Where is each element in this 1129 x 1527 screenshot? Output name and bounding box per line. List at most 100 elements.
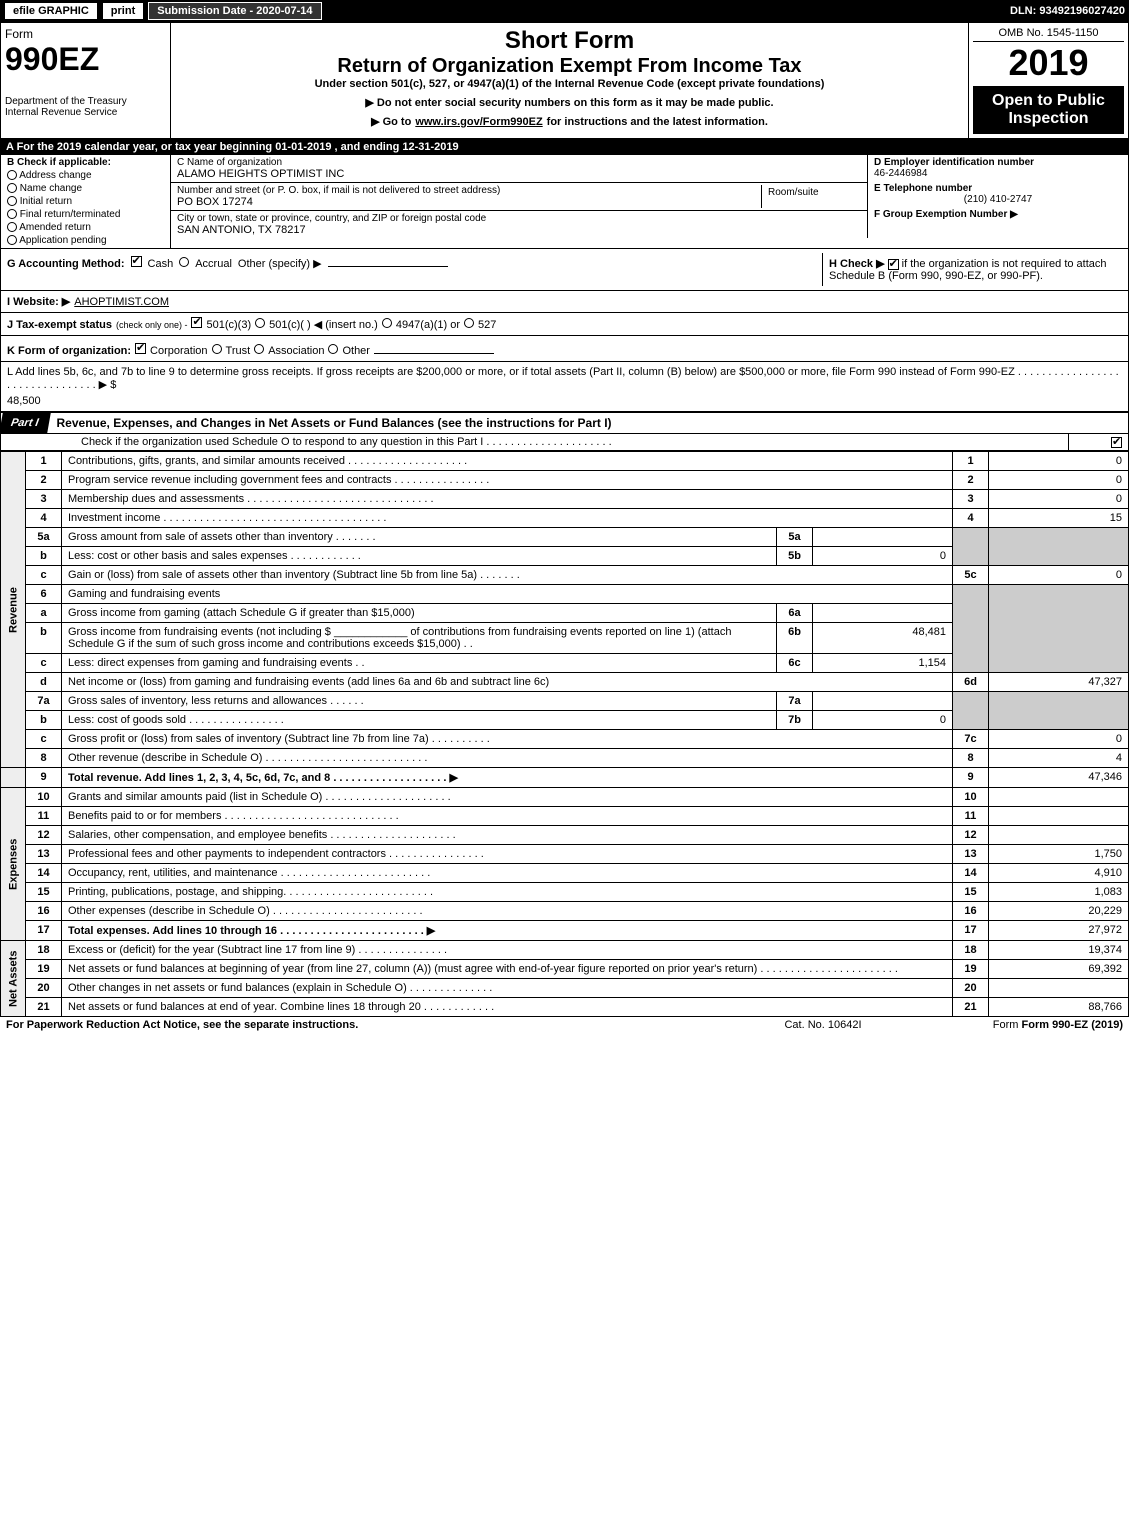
submission-date-label: Submission Date - 2020-07-14 (148, 2, 321, 20)
checkbox-527[interactable] (464, 318, 474, 328)
checkbox-address-change[interactable] (7, 170, 17, 180)
checkbox-cash[interactable] (131, 256, 142, 267)
l6b-text: Gross income from fundraising events (no… (62, 623, 777, 654)
j-label: J Tax-exempt status (7, 319, 112, 331)
checkbox-h[interactable] (888, 259, 899, 270)
l18-num: 18 (26, 941, 62, 960)
l19-text: Net assets or fund balances at beginning… (62, 960, 953, 979)
header-center: Short Form Return of Organization Exempt… (171, 23, 968, 138)
c-addr-value: PO BOX 17274 (177, 196, 761, 208)
l5b-sn: 5b (777, 547, 813, 566)
l5b-sv: 0 (813, 547, 953, 566)
checkbox-part1-scho[interactable] (1111, 437, 1122, 448)
l7c-rn: 7c (953, 730, 989, 749)
l4-text: Investment income . . . . . . . . . . . … (62, 509, 953, 528)
l5ab-shade-val (989, 528, 1129, 566)
checkbox-application-pending[interactable] (7, 235, 17, 245)
header-left: Form 990EZ Department of the Treasury In… (1, 23, 171, 138)
checkbox-accrual[interactable] (179, 257, 189, 267)
part1-tag: Part I (0, 413, 50, 433)
checkbox-other-org[interactable] (328, 344, 338, 354)
checkbox-501c3[interactable] (191, 317, 202, 328)
l14-val: 4,910 (989, 864, 1129, 883)
b-opt-address: Address change (7, 170, 164, 181)
l11-text: Benefits paid to or for members . . . . … (62, 807, 953, 826)
open-to-public: Open to Public Inspection (973, 86, 1124, 134)
l5b-num: b (26, 547, 62, 566)
checkbox-final-return[interactable] (7, 209, 17, 219)
l3-val: 0 (989, 490, 1129, 509)
row-i: I Website: ▶ AHOPTIMIST.COM (0, 291, 1129, 313)
efile-graphic-label: efile GRAPHIC (4, 2, 98, 20)
section-bcd: B Check if applicable: Address change Na… (0, 155, 1129, 249)
l9-rn: 9 (953, 768, 989, 788)
c-city-value: SAN ANTONIO, TX 78217 (177, 224, 861, 236)
l7b-text: Less: cost of goods sold . . . . . . . .… (62, 711, 777, 730)
l7a-sv (813, 692, 953, 711)
l12-val (989, 826, 1129, 845)
c-name-row: C Name of organization ALAMO HEIGHTS OPT… (171, 155, 867, 183)
footer-mid: Cat. No. 10642I (723, 1019, 923, 1031)
checkbox-association[interactable] (254, 344, 264, 354)
room-suite: Room/suite (761, 185, 861, 208)
l17-val: 27,972 (989, 921, 1129, 941)
g-other-input[interactable] (328, 253, 448, 267)
l-text: L Add lines 5b, 6c, and 7b to line 9 to … (7, 366, 1122, 391)
dln-label: DLN: 93492196027420 (1010, 5, 1125, 17)
h-label: H Check ▶ (829, 258, 885, 270)
print-button[interactable]: print (102, 2, 144, 20)
k-other-input[interactable] (374, 340, 494, 354)
l5a-sn: 5a (777, 528, 813, 547)
l11-rn: 11 (953, 807, 989, 826)
l21-rn: 21 (953, 998, 989, 1017)
row-g: G Accounting Method: Cash Accrual Other … (0, 249, 1129, 291)
hint-url-post: for instructions and the latest informat… (547, 116, 768, 128)
l13-val: 1,750 (989, 845, 1129, 864)
l5c-rn: 5c (953, 566, 989, 585)
revenue-vert-label: Revenue (1, 452, 26, 768)
l7c-text: Gross profit or (loss) from sales of inv… (62, 730, 953, 749)
checkbox-4947[interactable] (382, 318, 392, 328)
l21-num: 21 (26, 998, 62, 1017)
l5c-num: c (26, 566, 62, 585)
f-group-label: F Group Exemption Number ▶ (874, 209, 1122, 220)
revenue-vert-ext (1, 768, 26, 788)
part1-title: Revenue, Expenses, and Changes in Net As… (57, 416, 1128, 430)
l7-shade-val (989, 692, 1129, 730)
checkbox-501c[interactable] (255, 318, 265, 328)
irs-link[interactable]: www.irs.gov/Form990EZ (415, 116, 542, 128)
l19-num: 19 (26, 960, 62, 979)
b-opt-pending: Application pending (7, 235, 164, 246)
d-ein-value: 46-2446984 (874, 168, 1122, 179)
row-j: J Tax-exempt status (check only one) - 5… (0, 313, 1129, 336)
l7a-num: 7a (26, 692, 62, 711)
b-opt-initial: Initial return (7, 196, 164, 207)
k-o2: Trust (226, 345, 251, 357)
l11-num: 11 (26, 807, 62, 826)
header-right: OMB No. 1545-1150 2019 Open to Public In… (968, 23, 1128, 138)
checkbox-corporation[interactable] (135, 343, 146, 354)
k-label: K Form of organization: (7, 345, 131, 357)
b-label: B Check if applicable: (7, 157, 164, 168)
l7-shade (953, 692, 989, 730)
l2-num: 2 (26, 471, 62, 490)
expenses-vert-label: Expenses (1, 788, 26, 941)
dept-irs: Internal Revenue Service (5, 107, 166, 118)
l6b-sn: 6b (777, 623, 813, 654)
checkbox-initial-return[interactable] (7, 196, 17, 206)
l13-text: Professional fees and other payments to … (62, 845, 953, 864)
checkbox-name-change[interactable] (7, 183, 17, 193)
c-addr-row: Number and street (or P. O. box, if mail… (171, 183, 867, 211)
checkbox-trust[interactable] (212, 344, 222, 354)
l8-val: 4 (989, 749, 1129, 768)
l19-val: 69,392 (989, 960, 1129, 979)
l2-rn: 2 (953, 471, 989, 490)
l16-rn: 16 (953, 902, 989, 921)
website-link[interactable]: AHOPTIMIST.COM (74, 296, 169, 308)
col-b: B Check if applicable: Address change Na… (1, 155, 171, 248)
l21-text: Net assets or fund balances at end of ye… (62, 998, 953, 1017)
part1-check-row: Check if the organization used Schedule … (0, 434, 1129, 451)
l6c-sv: 1,154 (813, 654, 953, 673)
l6d-num: d (26, 673, 62, 692)
checkbox-amended-return[interactable] (7, 222, 17, 232)
